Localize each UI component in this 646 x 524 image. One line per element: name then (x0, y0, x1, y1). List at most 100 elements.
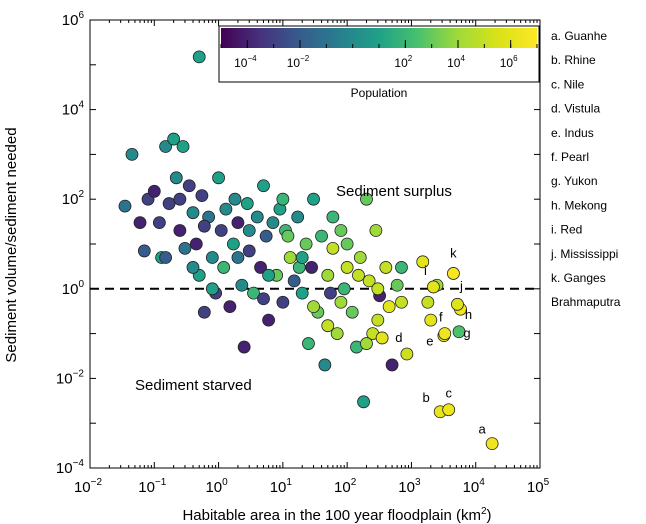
scatter-point (291, 210, 305, 224)
x-tick-label: 105 (527, 477, 550, 496)
scatter-point (242, 244, 256, 258)
scatter-point (337, 282, 351, 296)
river-legend-item: b. Rhine (551, 53, 596, 67)
scatter-point (173, 192, 187, 206)
scatter-point (247, 286, 260, 300)
scatter-point (353, 251, 367, 264)
scatter-point (214, 224, 228, 237)
scatter-point (250, 210, 264, 224)
scatter-point (262, 268, 275, 282)
scatter-point (173, 224, 187, 237)
plot-frame (89, 19, 541, 469)
scatter-point (326, 210, 340, 224)
scatter-point (334, 224, 348, 237)
scatter-point (182, 179, 196, 193)
scatter-point (231, 251, 245, 264)
colorbar-tick-label: 10−4 (234, 54, 257, 70)
scatter-point (360, 337, 373, 350)
river-legend-item: h. Mekong (551, 198, 607, 212)
colorbar-tick-label: 102 (394, 54, 412, 70)
x-tick-label: 104 (463, 477, 486, 496)
scatter-point (382, 300, 396, 314)
y-axis-title: Sediment volume/sediment needed (3, 127, 20, 362)
scatter-point (362, 274, 376, 288)
scatter-point (235, 278, 249, 292)
river-legend-item: c. Nile (551, 77, 585, 91)
scatter-point (259, 229, 273, 243)
point-label-c: c (445, 386, 452, 401)
scatter-point (371, 282, 385, 296)
scatter-point (195, 189, 209, 203)
scatter-point (212, 171, 225, 185)
scatter-point (266, 216, 280, 230)
scatter-point (345, 305, 359, 319)
scatter-point (302, 337, 315, 350)
x-tick-label: 102 (334, 477, 357, 496)
scatter-point (324, 286, 337, 300)
scatter-point (205, 251, 219, 264)
scatter-point (192, 50, 206, 64)
scatter-point (262, 313, 275, 327)
scatter-point (371, 313, 385, 327)
data-points (118, 50, 499, 451)
scatter-point (295, 251, 309, 264)
scatter-point (318, 358, 332, 372)
scatter-point-i (427, 280, 440, 294)
scatter-point (159, 251, 173, 264)
point-label-h: h (465, 307, 472, 322)
river-legend: a. Guanhe b. Rhine c. Nile d. Vistula e. Ind… (550, 29, 621, 309)
scatter-point (416, 255, 430, 269)
colorbar-label: Population (351, 86, 408, 100)
river-legend-item: a. Guanhe (551, 29, 607, 43)
scatter-point (219, 202, 233, 216)
scatter-point (395, 295, 408, 309)
scatter-point (189, 237, 203, 251)
river-legend-item: Brahmaputra (551, 295, 621, 309)
scatter-point (357, 395, 370, 409)
scatter-point (197, 219, 211, 233)
scatter-point-g (452, 325, 466, 339)
scatter-point (159, 140, 173, 153)
scatter-point (228, 192, 242, 206)
y-tick-label: 102 (62, 189, 85, 208)
scatter-point-a (485, 437, 499, 451)
scatter-point (125, 147, 139, 161)
colorbar-ticks: 10−4 10−2 102 104 106 (220, 40, 538, 70)
scatter-point (352, 268, 365, 282)
x-tick-label: 103 (398, 477, 421, 496)
point-label-e: e (426, 334, 433, 349)
x-axis-title: Habitable area in the 100 year floodplai… (182, 506, 491, 524)
scatter-point (186, 206, 200, 220)
scatter-point (321, 268, 335, 282)
scatter-point (152, 216, 166, 230)
scatter-point (395, 261, 408, 274)
scatter-point (133, 216, 147, 230)
scatter-point (242, 224, 256, 237)
scatter-point (330, 327, 344, 341)
point-label-d: d (395, 330, 402, 345)
y-axis-ticks: 10−4 10−2 100 102 104 106 (56, 10, 540, 477)
scatter-point (340, 261, 354, 274)
colorbar-tick-label: 10−2 (287, 54, 310, 70)
point-label-g: g (463, 326, 470, 341)
colorbar: 10−4 10−2 102 104 106 Population (218, 25, 540, 100)
scatter-point (385, 358, 399, 372)
scatter-point (237, 340, 251, 354)
point-label-b: b (423, 390, 430, 405)
scatter-point (283, 251, 297, 264)
scatter-point (197, 305, 211, 319)
scatter-point-c (442, 403, 456, 417)
y-tick-label: 100 (62, 279, 85, 298)
scatter-point (276, 192, 290, 206)
scatter-point (326, 241, 340, 255)
scatter-point (340, 237, 354, 251)
scatter-point (231, 216, 245, 230)
scatter-point (240, 197, 254, 210)
river-legend-item: i. Red (551, 223, 582, 237)
scatter-point (281, 229, 295, 243)
river-legend-item: g. Yukon (551, 174, 598, 188)
scatter-point (254, 261, 267, 274)
scatter-point (375, 331, 389, 345)
colorbar-tick-label: 104 (447, 54, 465, 70)
x-tick-label: 10−1 (138, 477, 167, 496)
